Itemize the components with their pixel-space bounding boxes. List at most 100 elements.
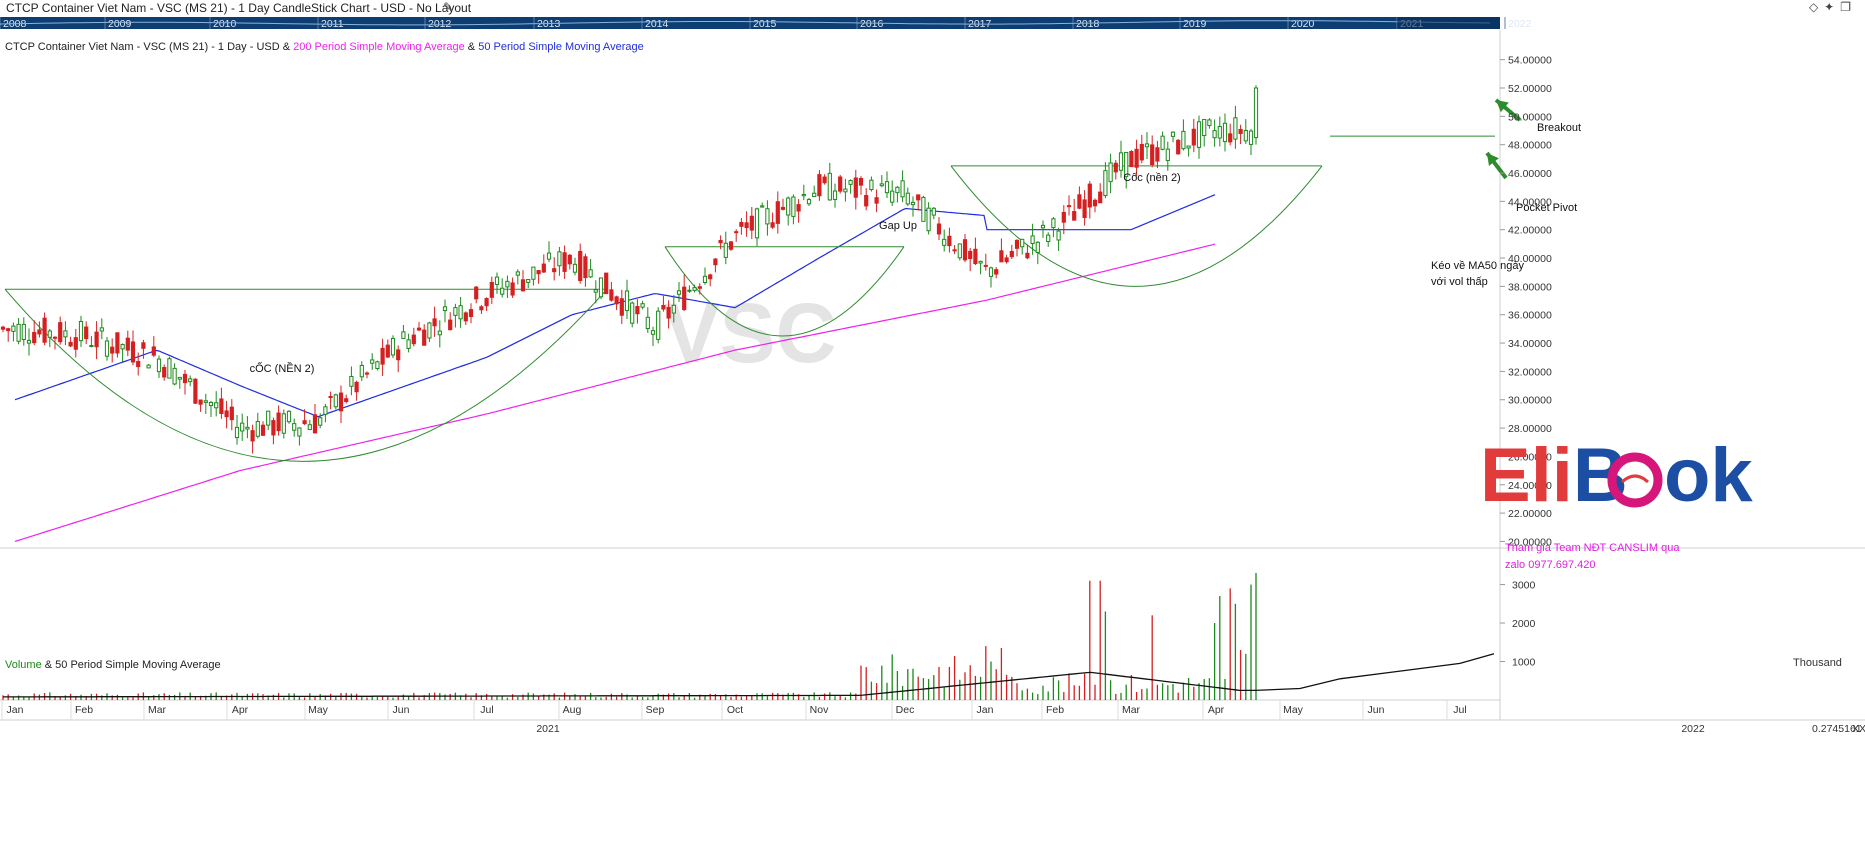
legend-ma50[interactable]: 50 Period Simple Moving Average bbox=[478, 41, 644, 53]
candle-body bbox=[796, 204, 801, 212]
candle-body bbox=[864, 194, 869, 207]
overview-sparkline bbox=[0, 20, 1491, 26]
candle-body bbox=[250, 430, 255, 442]
candle-body bbox=[104, 340, 110, 357]
candle-body bbox=[583, 256, 588, 279]
candle-body bbox=[1035, 241, 1040, 253]
toolbar-icons[interactable]: ◇✦❐ bbox=[1809, 0, 1857, 14]
candle-body bbox=[89, 344, 94, 347]
candle-body bbox=[1051, 218, 1056, 229]
candle-body bbox=[1243, 129, 1248, 142]
pin-icon[interactable]: ✦ bbox=[1824, 0, 1841, 14]
pencil-icon[interactable]: ✎ bbox=[443, 0, 454, 14]
candle-body bbox=[702, 275, 708, 284]
candle-body bbox=[978, 260, 983, 264]
candle-body bbox=[151, 346, 156, 356]
candle-body bbox=[120, 344, 125, 350]
candle-body bbox=[286, 410, 292, 423]
diamond-icon[interactable]: ◇ bbox=[1808, 0, 1825, 14]
candle-body bbox=[505, 280, 510, 288]
candle-body bbox=[1196, 121, 1202, 148]
year-label: 2021 bbox=[536, 723, 560, 735]
price-tick-label: 44.00000 bbox=[1508, 196, 1552, 208]
logo-o-ring bbox=[1607, 452, 1663, 508]
candle-body bbox=[422, 329, 427, 346]
candle-body bbox=[1191, 128, 1196, 146]
candle-body bbox=[1160, 135, 1165, 150]
candle-body bbox=[494, 276, 500, 285]
legend-volume[interactable]: Volume bbox=[5, 659, 42, 671]
candle-body bbox=[739, 221, 744, 227]
candle-body bbox=[489, 281, 494, 298]
overview-year-label: 2012 bbox=[428, 18, 452, 30]
candle-body bbox=[890, 190, 895, 203]
candle-body bbox=[156, 358, 162, 373]
candle-body bbox=[515, 271, 520, 276]
logo-wordmark: EliB bbox=[1480, 433, 1628, 518]
candle-body bbox=[1108, 162, 1113, 183]
candle-body bbox=[463, 312, 468, 322]
candle-body bbox=[817, 174, 822, 197]
candle-body bbox=[203, 400, 208, 403]
candle-body bbox=[1025, 252, 1030, 259]
candle-body bbox=[671, 304, 676, 314]
candle-body bbox=[541, 263, 546, 273]
candle-body bbox=[645, 316, 650, 330]
candle-body bbox=[1238, 128, 1243, 135]
candle-body bbox=[500, 287, 505, 295]
logo-eli: Eli bbox=[1480, 433, 1573, 518]
candle-body bbox=[359, 364, 364, 378]
candle-body bbox=[604, 272, 609, 295]
overview-year-label: 2022 bbox=[1508, 18, 1532, 30]
legend-volume-ma: & 50 Period Simple Moving Average bbox=[41, 659, 221, 671]
candle-body bbox=[848, 180, 853, 185]
candle-body bbox=[619, 298, 624, 316]
candle-body bbox=[910, 201, 916, 206]
candle-body bbox=[682, 286, 687, 311]
candle-body bbox=[775, 201, 780, 224]
candle-body bbox=[957, 243, 962, 259]
overview-year-label: 2016 bbox=[860, 18, 884, 30]
candle-body bbox=[338, 392, 344, 412]
candle-body bbox=[1222, 122, 1228, 143]
candle-body bbox=[1202, 118, 1207, 137]
volume-legend: Volume & 50 Period Simple Moving Average bbox=[5, 659, 221, 671]
price-tick-label: 40.00000 bbox=[1508, 253, 1552, 265]
candle-body bbox=[687, 289, 692, 292]
candle-body bbox=[749, 215, 754, 231]
candle-body bbox=[734, 231, 739, 234]
promo-line1: Tham gia Team NĐT CANSLIM qua bbox=[1505, 542, 1680, 554]
candle-body bbox=[1134, 148, 1139, 168]
candle-body bbox=[390, 337, 396, 356]
candle-body bbox=[474, 286, 479, 300]
price-tick-label: 26.00000 bbox=[1508, 451, 1552, 463]
candle-body bbox=[323, 406, 328, 415]
candle-body bbox=[780, 206, 786, 210]
candle-body bbox=[182, 373, 188, 384]
candle-body bbox=[858, 177, 864, 186]
price-tick-label: 24.00000 bbox=[1508, 480, 1552, 492]
candle-body bbox=[94, 331, 99, 348]
candle-body bbox=[1150, 144, 1155, 166]
candle-body bbox=[193, 378, 198, 404]
legend-ma200[interactable]: 200 Period Simple Moving Average bbox=[293, 41, 465, 53]
price-legend: CTCP Container Viet Nam - VSC (MS 21) - … bbox=[5, 41, 644, 53]
candle-body bbox=[1092, 199, 1098, 207]
candle-body bbox=[276, 412, 281, 432]
arrow-head bbox=[1496, 100, 1509, 113]
month-label: Dec bbox=[896, 704, 915, 716]
candle-body bbox=[557, 251, 562, 267]
window-icon[interactable]: ❐ bbox=[1840, 0, 1857, 14]
candle-body bbox=[396, 349, 401, 361]
candle-body bbox=[1061, 211, 1066, 223]
candle-body bbox=[879, 183, 884, 187]
candle-body bbox=[172, 367, 177, 385]
candle-body bbox=[177, 376, 182, 380]
overview-year-label: 2010 bbox=[213, 18, 237, 30]
candle-body bbox=[843, 188, 848, 193]
candle-body bbox=[1165, 148, 1170, 161]
candle-body bbox=[562, 252, 567, 272]
candle-body bbox=[484, 298, 489, 307]
candle-body bbox=[468, 309, 474, 318]
